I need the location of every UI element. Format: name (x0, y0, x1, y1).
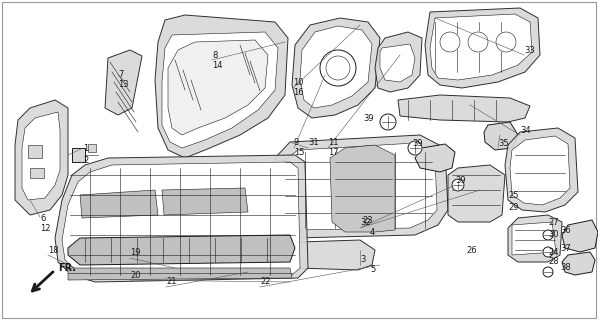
Polygon shape (280, 143, 437, 230)
Text: 38: 38 (560, 263, 570, 273)
Text: 19: 19 (130, 247, 141, 257)
Text: 25: 25 (508, 190, 518, 199)
Text: 13: 13 (118, 79, 129, 89)
Polygon shape (55, 155, 308, 282)
Text: 31: 31 (308, 138, 319, 147)
Text: 29: 29 (508, 203, 518, 212)
Text: 28: 28 (548, 258, 559, 267)
Text: 11: 11 (328, 138, 338, 147)
Text: 39: 39 (455, 175, 466, 185)
Polygon shape (162, 188, 248, 215)
Polygon shape (375, 32, 422, 92)
Polygon shape (62, 162, 300, 278)
Text: 36: 36 (560, 226, 570, 235)
Text: 17: 17 (328, 148, 338, 156)
Circle shape (543, 267, 553, 277)
Polygon shape (68, 268, 292, 280)
Text: 2: 2 (83, 156, 89, 164)
Polygon shape (330, 145, 395, 232)
Polygon shape (484, 122, 518, 150)
Text: 33: 33 (524, 45, 535, 54)
Text: 10: 10 (293, 77, 304, 86)
Text: 3: 3 (360, 255, 365, 265)
Text: 20: 20 (130, 270, 141, 279)
Circle shape (468, 32, 488, 52)
Text: 21: 21 (166, 277, 176, 286)
Polygon shape (425, 8, 540, 88)
Circle shape (380, 114, 396, 130)
Polygon shape (508, 215, 562, 262)
Polygon shape (105, 50, 142, 115)
Polygon shape (285, 240, 375, 270)
Polygon shape (162, 32, 278, 148)
Circle shape (496, 32, 516, 52)
Polygon shape (430, 14, 532, 80)
Polygon shape (415, 144, 455, 172)
Polygon shape (448, 165, 505, 222)
Circle shape (320, 50, 356, 86)
Polygon shape (380, 44, 415, 82)
Circle shape (440, 32, 460, 52)
Text: 12: 12 (40, 223, 50, 233)
Text: 5: 5 (370, 266, 376, 275)
Text: 1: 1 (83, 143, 89, 153)
Polygon shape (510, 136, 570, 205)
Text: 26: 26 (466, 245, 477, 254)
Polygon shape (562, 252, 595, 275)
Text: 24: 24 (548, 247, 559, 257)
Polygon shape (28, 145, 42, 158)
Text: 32: 32 (360, 218, 371, 227)
Text: 4: 4 (370, 228, 376, 236)
Polygon shape (300, 26, 372, 108)
Polygon shape (512, 222, 556, 255)
Text: 6: 6 (40, 213, 45, 222)
Text: 39: 39 (363, 114, 374, 123)
Polygon shape (155, 15, 288, 158)
Polygon shape (80, 190, 158, 218)
Circle shape (543, 230, 553, 240)
Text: 9: 9 (294, 138, 299, 147)
Text: 8: 8 (212, 51, 218, 60)
Circle shape (452, 179, 464, 191)
Text: 18: 18 (48, 245, 59, 254)
Text: 15: 15 (294, 148, 304, 156)
Text: 22: 22 (260, 277, 270, 286)
Polygon shape (398, 95, 530, 122)
Text: 34: 34 (520, 125, 530, 134)
Polygon shape (22, 112, 60, 200)
Polygon shape (272, 135, 448, 238)
Polygon shape (72, 148, 85, 162)
Polygon shape (505, 128, 578, 212)
Circle shape (543, 247, 553, 257)
Polygon shape (68, 235, 295, 265)
Text: 14: 14 (212, 60, 222, 69)
Text: 16: 16 (293, 87, 304, 97)
Polygon shape (292, 18, 380, 118)
Polygon shape (282, 158, 300, 182)
Polygon shape (562, 220, 598, 252)
Polygon shape (30, 168, 44, 178)
Text: 35: 35 (498, 139, 509, 148)
Text: FR.: FR. (58, 263, 76, 273)
Text: 23: 23 (362, 215, 373, 225)
Circle shape (408, 141, 422, 155)
Polygon shape (15, 100, 68, 215)
Text: 30: 30 (548, 229, 559, 238)
Text: 37: 37 (560, 244, 570, 252)
Text: 27: 27 (548, 218, 559, 227)
Polygon shape (88, 144, 96, 152)
Text: 7: 7 (118, 69, 123, 78)
Polygon shape (168, 40, 268, 135)
Text: 39: 39 (412, 139, 423, 148)
